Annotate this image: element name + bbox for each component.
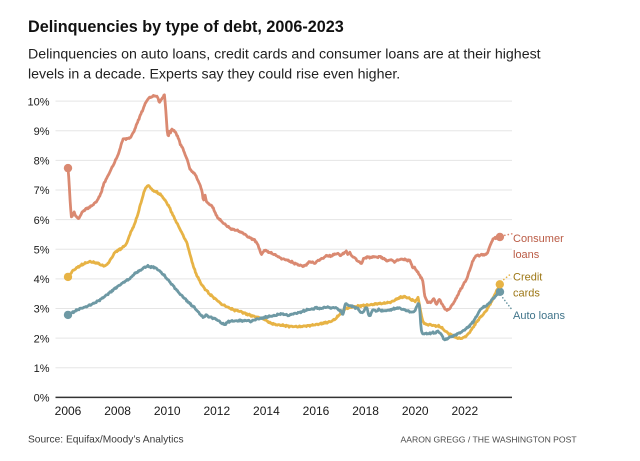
svg-text:Consumer: Consumer [513,233,564,245]
svg-text:Delinquencies by type of debt,: Delinquencies by type of debt, 2006-2023 [28,18,344,36]
svg-text:5%: 5% [34,244,50,256]
svg-text:6%: 6% [34,215,50,227]
svg-text:2020: 2020 [402,404,429,418]
svg-text:2%: 2% [34,333,50,345]
svg-text:loans: loans [513,249,540,261]
svg-text:Credit: Credit [513,272,542,284]
svg-text:2010: 2010 [154,404,181,418]
svg-text:7%: 7% [34,185,50,197]
svg-text:Source: Equifax/Moody’s Analyt: Source: Equifax/Moody’s Analytics [28,435,184,446]
svg-text:Delinquencies on auto loans, c: Delinquencies on auto loans, credit card… [28,46,541,62]
svg-text:2022: 2022 [451,404,478,418]
svg-text:AARON GREGG / THE WASHINGTON P: AARON GREGG / THE WASHINGTON POST [401,435,578,445]
svg-text:2014: 2014 [253,404,280,418]
svg-text:levels in a decade. Experts sa: levels in a decade. Experts say they cou… [28,66,400,82]
svg-text:2012: 2012 [203,404,230,418]
svg-text:4%: 4% [34,274,50,286]
svg-text:cards: cards [513,288,540,300]
svg-text:9%: 9% [34,126,50,138]
svg-text:2016: 2016 [303,404,330,418]
svg-text:2006: 2006 [55,404,82,418]
svg-text:Auto loans: Auto loans [513,310,565,322]
svg-text:8%: 8% [34,156,50,168]
svg-text:3%: 3% [34,304,50,316]
svg-text:10%: 10% [27,96,49,108]
svg-text:2018: 2018 [352,404,379,418]
svg-text:1%: 1% [34,363,50,375]
svg-text:2008: 2008 [104,404,131,418]
svg-text:0%: 0% [34,393,50,405]
